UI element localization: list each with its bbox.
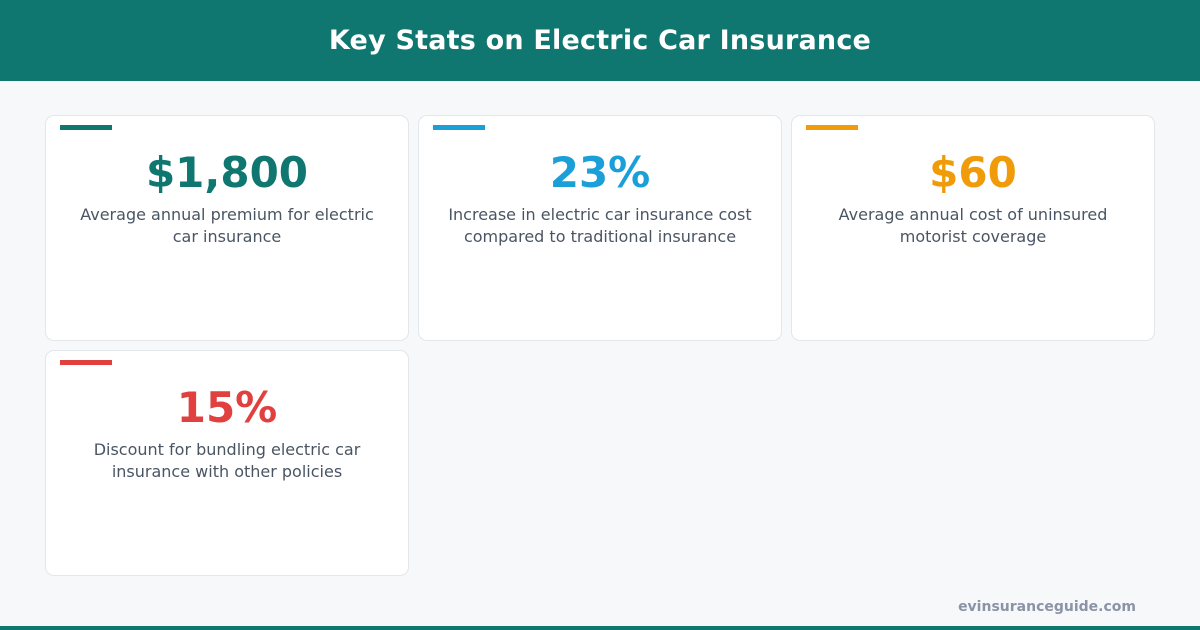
page-title: Key Stats on Electric Car Insurance (328, 25, 872, 56)
card-accent-bar (806, 125, 858, 130)
header-banner: Key Stats on Electric Car Insurance (0, 0, 1200, 81)
stat-description: Increase in electric car insurance cost … (448, 205, 752, 246)
stat-value: 23% (549, 148, 651, 197)
stat-card-bundling-discount: 15% Discount for bundling electric car i… (45, 350, 409, 576)
stat-value: $60 (929, 148, 1017, 197)
stat-card-uninsured-motorist: $60 Average annual cost of uninsured mot… (791, 115, 1155, 341)
stat-value: $1,800 (145, 148, 309, 197)
stat-card-cost-increase: 23% Increase in electric car insurance c… (418, 115, 782, 341)
card-accent-bar (60, 125, 112, 130)
stat-description: Average annual premium for electric car … (80, 205, 374, 246)
card-accent-bar (60, 360, 112, 365)
stat-value: 15% (176, 383, 278, 432)
stat-description: Discount for bundling electric car insur… (93, 440, 361, 481)
bottom-accent-bar (0, 626, 1200, 630)
stat-card-annual-premium: $1,800 Average annual premium for electr… (45, 115, 409, 341)
card-accent-bar (433, 125, 485, 130)
stat-description: Average annual cost of uninsured motoris… (838, 205, 1108, 246)
site-url: evinsuranceguide.com (958, 599, 1136, 615)
